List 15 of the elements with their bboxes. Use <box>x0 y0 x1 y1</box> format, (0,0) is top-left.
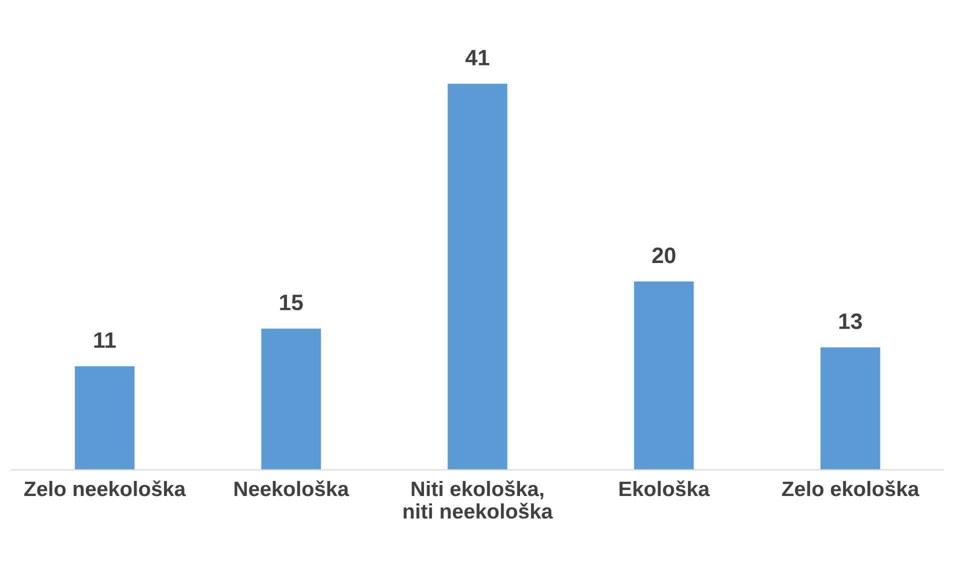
bar <box>820 347 880 470</box>
x-tick-label: Zelo ekološka <box>782 480 920 496</box>
x-tick-label: Neekološka <box>234 480 350 496</box>
data-label: 15 <box>280 294 303 310</box>
bar <box>448 84 508 470</box>
x-tick-label: Niti ekološka, niti neekološka <box>404 480 553 519</box>
data-label: 11 <box>94 332 116 348</box>
data-label: 41 <box>465 50 490 66</box>
data-label: 20 <box>652 247 676 264</box>
bar <box>634 282 694 470</box>
bar <box>261 328 321 470</box>
x-tick-label: Zelo neekološka <box>24 480 186 496</box>
data-label: 13 <box>839 313 862 330</box>
x-tick-label: Ekološka <box>620 480 710 496</box>
bar <box>74 366 134 470</box>
